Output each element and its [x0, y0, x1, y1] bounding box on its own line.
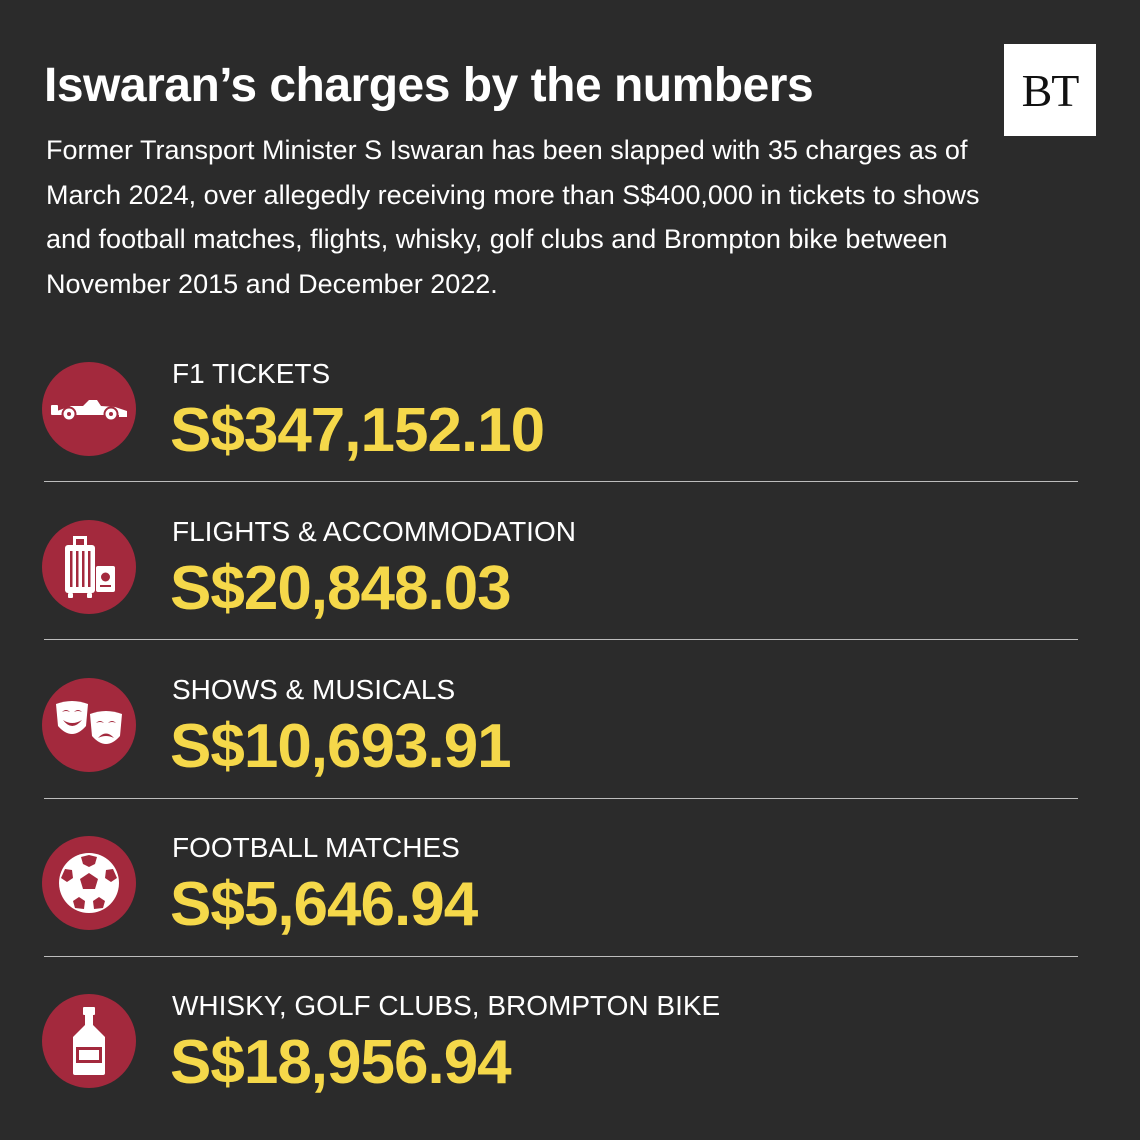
charge-amount: S$347,152.10	[170, 396, 545, 465]
charge-item-whisky-golf-bike: WHISKY, GOLF CLUBS, BROMPTON BIKE S$18,9…	[0, 956, 1140, 1114]
charge-label: SHOWS & MUSICALS	[172, 674, 456, 705]
charge-label: FOOTBALL MATCHES	[172, 832, 460, 863]
charge-item-football-matches: FOOTBALL MATCHES S$5,646.94	[0, 798, 1140, 956]
charge-amount: S$18,956.94	[170, 1028, 512, 1097]
luggage-icon	[65, 536, 115, 598]
charge-label: WHISKY, GOLF CLUBS, BROMPTON BIKE	[172, 990, 721, 1021]
charge-label: F1 TICKETS	[172, 358, 331, 389]
divider	[44, 639, 1078, 640]
icon-badge	[42, 520, 136, 614]
football-icon	[59, 853, 119, 913]
theatre-masks-icon	[56, 701, 122, 744]
icon-badge	[42, 994, 136, 1088]
divider	[44, 481, 1078, 482]
bt-logo: BT	[1004, 44, 1096, 136]
charge-label: FLIGHTS & ACCOMMODATION	[172, 516, 576, 547]
charge-amount: S$10,693.91	[170, 712, 512, 781]
race-car-icon	[51, 400, 127, 422]
divider	[44, 798, 1078, 799]
charge-item-f1-tickets: F1 TICKETS S$347,152.10	[0, 324, 1140, 482]
whisky-bottle-icon	[73, 1007, 105, 1075]
icon-badge	[42, 362, 136, 456]
charge-item-shows-musicals: SHOWS & MUSICALS S$10,693.91	[0, 640, 1140, 798]
icon-badge	[42, 836, 136, 930]
charge-amount: S$20,848.03	[170, 554, 512, 623]
intro-paragraph: Former Transport Minister S Iswaran has …	[46, 135, 980, 299]
icon-badge	[42, 678, 136, 772]
charge-item-flights-accommodation: FLIGHTS & ACCOMMODATION S$20,848.03	[0, 482, 1140, 640]
page-title: Iswaran’s charges by the numbers	[44, 59, 814, 112]
divider	[44, 956, 1078, 957]
charge-amount: S$5,646.94	[170, 870, 478, 939]
